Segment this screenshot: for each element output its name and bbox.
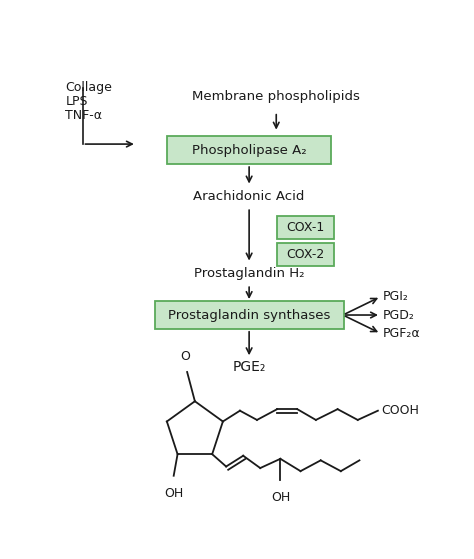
Text: PGD₂: PGD₂ bbox=[383, 309, 415, 321]
Text: O: O bbox=[181, 350, 191, 363]
Text: COX-2: COX-2 bbox=[287, 248, 325, 260]
FancyBboxPatch shape bbox=[167, 136, 331, 164]
Text: Phospholipase A₂: Phospholipase A₂ bbox=[192, 144, 306, 157]
Text: LPS: LPS bbox=[65, 95, 88, 108]
Text: Collage: Collage bbox=[65, 81, 112, 94]
Text: OH: OH bbox=[271, 491, 290, 504]
Text: PGF₂α: PGF₂α bbox=[383, 327, 421, 340]
FancyBboxPatch shape bbox=[277, 216, 334, 239]
FancyBboxPatch shape bbox=[155, 301, 344, 329]
Text: Prostaglandin H₂: Prostaglandin H₂ bbox=[194, 267, 304, 280]
Text: TNF-α: TNF-α bbox=[65, 108, 102, 122]
Text: COOH: COOH bbox=[381, 404, 419, 417]
Text: PGE₂: PGE₂ bbox=[232, 361, 266, 375]
Text: Prostaglandin synthases: Prostaglandin synthases bbox=[168, 309, 330, 321]
Text: Membrane phospholipids: Membrane phospholipids bbox=[192, 90, 360, 103]
Text: PGI₂: PGI₂ bbox=[383, 290, 409, 303]
Text: Arachidonic Acid: Arachidonic Acid bbox=[193, 190, 305, 203]
Text: OH: OH bbox=[164, 486, 183, 500]
Text: COX-1: COX-1 bbox=[287, 221, 325, 234]
FancyBboxPatch shape bbox=[277, 243, 334, 266]
